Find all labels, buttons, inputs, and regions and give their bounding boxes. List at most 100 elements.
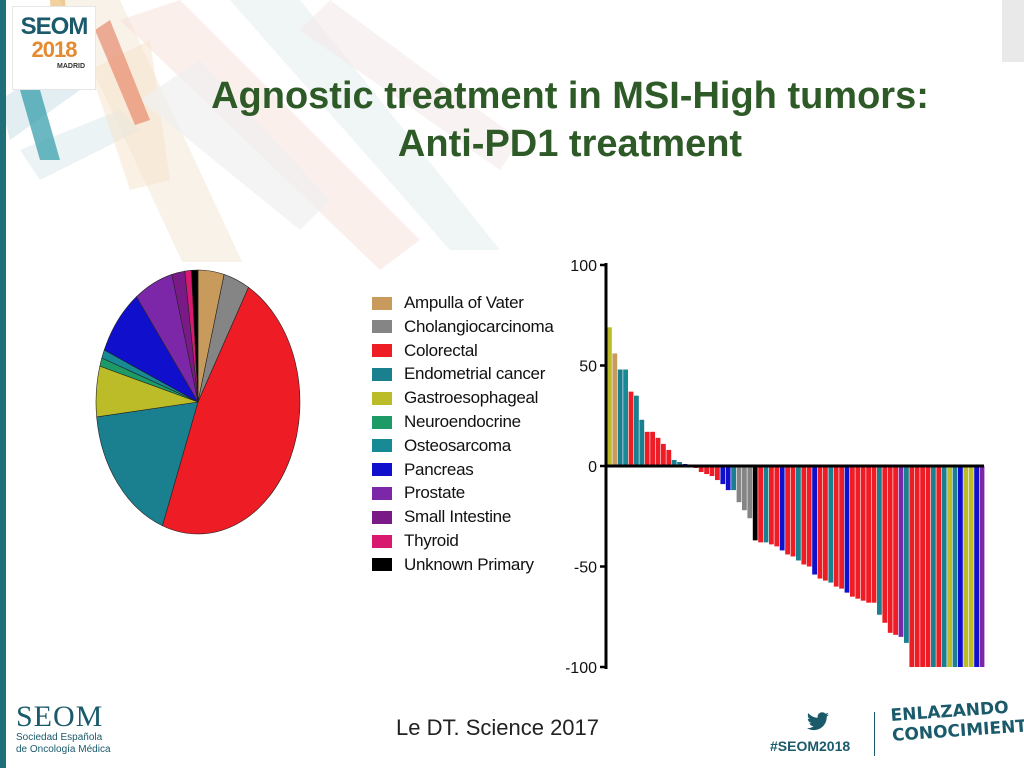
legend-label: Gastroesophageal [404,388,539,408]
waterfall-bar [979,466,985,667]
waterfall-bar [904,466,909,643]
legend-label: Neuroendocrine [404,412,521,431]
footer-logo-word: SEOM [16,700,104,733]
waterfall-bar [752,466,758,541]
legend-label: Osteosarcoma [404,435,511,455]
legend-swatch [372,486,392,500]
legend-label: Ampulla of Vater [404,293,524,312]
y-axis-tick-label: -100 [566,660,597,677]
tumor-type-pie-chart [95,269,301,535]
waterfall-bar [725,466,731,491]
response-waterfall-chart: 100 50 0 -50 -100 [566,258,985,677]
waterfall-bar [769,466,774,545]
waterfall-bar [796,466,801,561]
legend-label: Cholangiocarcinoma [404,316,554,336]
waterfall-bar [925,466,931,667]
waterfall-bar [860,466,866,601]
title-line-2: Anti-PD1 treatment [397,123,743,165]
waterfall-bar [958,466,963,667]
waterfall-bar [650,431,655,466]
legend-label: Thyroid [404,531,459,550]
legend-item: Cholangiocarcinoma [372,316,554,338]
title-line-1: Agnostic treatment in MSI-High tumors: [211,75,929,117]
legend-swatch [372,344,392,358]
legend-item: Thyroid [372,530,459,552]
logo-year-text: 2018 [31,37,78,62]
pie-slice-unknown-primary [191,269,199,403]
footer-logo-sub1: Sociedad Española [16,732,103,743]
waterfall-bar [704,466,709,475]
hashtag-text: #SEOM2018 [770,738,851,754]
waterfall-bar [871,466,877,603]
right-accent-bar [1002,0,1024,62]
waterfall-bar [817,466,823,579]
waterfall-bar [628,391,634,466]
pie-slice-colorectal [162,286,301,535]
waterfall-bar [623,369,628,466]
y-axis-tick-label: 0 [588,459,597,476]
seom-footer-logo: SEOM Sociedad Española de Oncología Médi… [16,702,111,756]
legend-label: Colorectal [404,340,478,360]
legend-label: Small Intestine [404,507,511,527]
waterfall-bar [898,466,904,637]
waterfall-bar [666,449,672,466]
waterfall-bar [806,466,812,567]
waterfall-bar [720,466,726,485]
waterfall-bar [866,466,871,603]
legend-item: Unknown Primary [372,554,534,576]
waterfall-bar [612,353,618,466]
legend-item: Ampulla of Vater [372,292,524,314]
legend-item: Prostate [372,482,465,504]
legend-item: Colorectal [372,340,478,362]
waterfall-bar [774,466,780,547]
legend-swatch [372,415,392,429]
waterfall-bar [947,466,952,667]
legend-label: Prostate [404,483,465,503]
waterfall-bar [677,461,682,466]
waterfall-bar [661,443,666,466]
waterfall-bar [790,466,796,557]
legend-swatch [372,534,392,548]
waterfall-bar [758,466,763,543]
pie-slice-endometrial-cancer [96,401,199,527]
waterfall-bar [882,466,888,623]
slogan-text: ENLAZANDO CONOCIMIENTO [890,696,1024,746]
waterfall-bar [779,466,785,551]
waterfall-bar [936,466,942,667]
legend-swatch [372,367,392,381]
citation: Le DT. Science 2017 [396,715,600,740]
waterfall-bar [952,466,958,667]
waterfall-bar [709,466,715,477]
legend-item: Small Intestine [372,506,511,528]
waterfall-bar [801,466,807,565]
waterfall-bar [828,466,834,583]
pie-chart-panel [40,262,340,556]
waterfall-bar [742,466,747,511]
waterfall-bar [634,395,639,466]
logo-seom-text: SEOM [20,13,89,40]
legend-item: Neuroendocrine [372,411,521,433]
waterfall-bar [715,466,720,481]
legend-swatch [372,463,392,477]
waterfall-bar [747,466,753,519]
seom-2018-logo: SEOM 2018 MADRID [12,6,96,90]
waterfall-bar [920,466,925,667]
waterfall-bar [731,466,736,491]
waterfall-bar [823,466,828,581]
waterfall-bar [839,466,844,589]
waterfall-bar [833,466,839,587]
waterfall-bar [655,437,661,466]
slide-title: Agnostic treatment in MSI-High tumors: A… [120,72,1020,168]
footer-divider [874,712,875,756]
waterfall-bar [607,327,612,466]
waterfall-bar [909,466,915,667]
legend-label: Pancreas [404,459,474,479]
legend-label: Endometrial cancer [404,364,546,384]
y-axis-tick-label: 50 [579,359,597,376]
waterfall-bar [785,466,790,555]
waterfall-bar [968,466,974,667]
waterfall-bar [617,369,623,466]
legend-label: Unknown Primary [404,554,534,574]
legend-item: Endometrial cancer [372,363,545,385]
y-axis-tick-label: -50 [574,560,597,577]
